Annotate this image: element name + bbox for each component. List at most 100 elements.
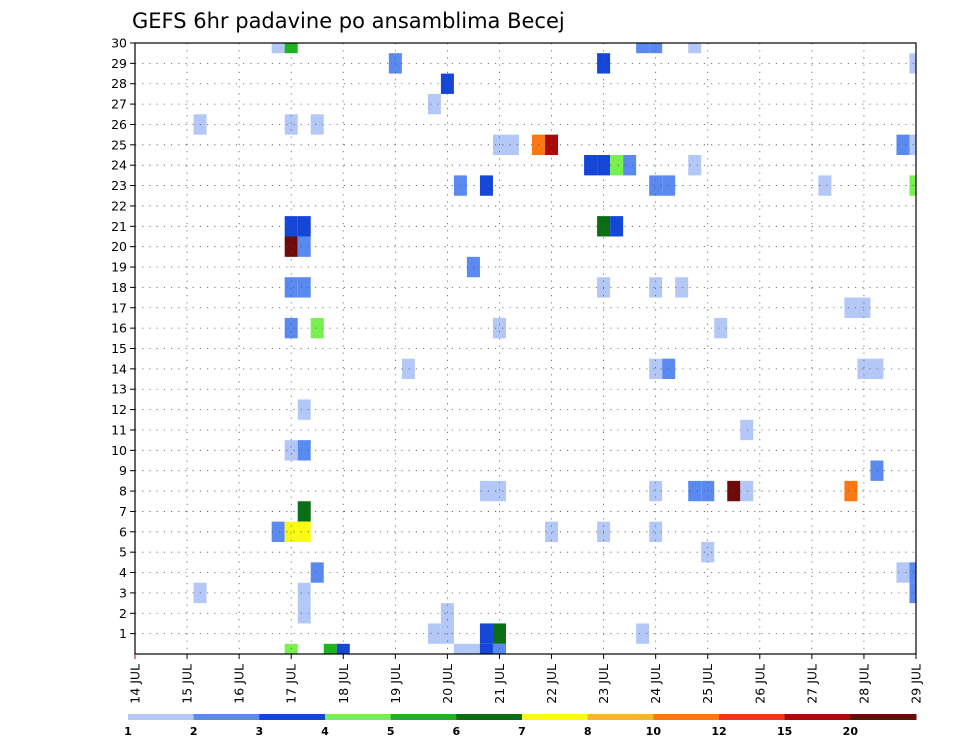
precip-cell [479,480,493,502]
precip-cell [688,155,702,176]
colorbar-segment [193,714,260,720]
precip-cell [284,440,298,461]
precip-cell [857,358,871,380]
precip-cell [896,562,910,583]
y-tick-label: 5 [119,545,127,560]
precip-cell [479,623,493,644]
precip-cell [323,643,337,654]
precip-cell [492,317,506,339]
colorbar-label: 5 [387,725,395,738]
axis-layer: 1234567891011121314151617181920212223242… [111,36,923,704]
precip-cell [479,643,493,654]
x-tick-label: 17 JUL [284,664,299,704]
precip-cell [714,317,728,339]
precip-cell [688,43,702,54]
y-tick-label: 26 [111,117,127,132]
y-tick-label: 21 [111,219,127,234]
precip-cell [492,480,506,502]
precip-cell [297,399,311,420]
precip-cell [610,216,624,237]
precip-cell [584,155,598,176]
precip-cell [440,603,454,624]
precip-cell [284,216,298,237]
y-tick-label: 1 [119,626,127,641]
chart-title: GEFS 6hr padavine po ansamblima Becej [132,9,565,33]
colorbar-label: 3 [256,725,264,738]
precip-cell [740,419,754,441]
cells-layer [193,43,916,654]
precip-cell [649,480,663,502]
precip-cell [284,277,298,298]
precip-cell [427,93,441,115]
precip-cell [284,236,298,257]
precip-cell [649,277,663,298]
colorbar-label: 20 [843,725,859,738]
y-tick-label: 22 [111,198,127,213]
colorbar-label: 6 [453,725,461,738]
precip-cell [505,134,519,156]
precip-cell [297,521,311,542]
colorbar-label: 8 [584,725,592,738]
colorbar-segment [390,714,457,720]
y-tick-label: 24 [111,158,127,173]
precip-cell [297,277,311,298]
precip-cell [310,562,324,583]
x-tick-label: 16 JUL [232,664,247,704]
colorbar-segment [522,714,589,720]
precip-cell [466,643,480,654]
precip-cell [545,521,559,542]
colorbar-segment [456,714,523,720]
y-tick-label: 27 [111,97,127,112]
precip-cell [297,440,311,461]
colorbar-segment [128,714,195,720]
x-tick-label: 25 JUL [700,664,715,704]
y-tick-label: 14 [111,361,127,376]
precip-cell [649,175,663,196]
y-tick-label: 25 [111,137,127,152]
precip-cell [636,623,650,644]
precip-cell [284,114,298,135]
y-tick-label: 18 [111,280,127,295]
precip-cell [297,501,311,522]
x-tick-label: 19 JUL [388,664,403,704]
y-tick-label: 15 [111,341,127,356]
precip-cell [427,623,441,644]
y-tick-label: 6 [119,524,127,539]
precip-cell [649,43,663,54]
precip-cell [297,236,311,257]
precip-cell [284,43,298,54]
precip-cell [271,43,285,54]
x-tick-label: 24 JUL [648,664,663,704]
y-tick-label: 12 [111,402,127,417]
colorbar-label: 10 [646,725,662,738]
x-tick-label: 27 JUL [804,664,819,704]
precip-cell [701,541,715,563]
colorbar: 1 2 3 4 5 6 7 8 10 12 15 20 [124,714,917,738]
x-tick-label: 26 JUL [752,664,767,704]
precip-cell [896,134,910,156]
y-tick-label: 4 [119,565,127,580]
y-tick-label: 20 [111,239,127,254]
precip-cell [740,480,754,502]
y-tick-label: 30 [111,36,127,51]
precip-cell [310,114,324,135]
precip-cell [453,175,467,196]
colorbar-segment [325,714,392,720]
colorbar-segment [719,714,786,720]
colorbar-segment [784,714,851,720]
plot-frame [134,42,917,655]
precip-cell [271,521,285,542]
precip-cell [479,175,493,196]
x-tick-label: 15 JUL [180,664,195,704]
colorbar-label: 2 [190,725,198,738]
precip-cell [844,480,858,502]
colorbar-segment [653,714,720,720]
colorbar-label: 12 [711,725,726,738]
precip-cell [440,73,454,94]
precip-cell [649,358,663,380]
precip-cell [649,521,663,542]
precip-cell [688,480,702,502]
y-tick-label: 7 [119,504,127,519]
precip-cell [453,643,467,654]
